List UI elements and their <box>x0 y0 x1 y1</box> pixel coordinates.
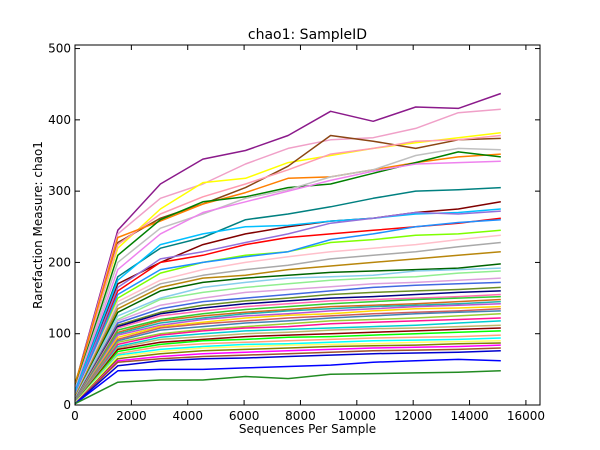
series-line-43 <box>74 340 501 404</box>
y-tick-label-200: 200 <box>48 255 71 269</box>
series-line-20 <box>74 263 501 399</box>
series-line-41 <box>74 334 501 404</box>
series-line-18 <box>74 241 501 397</box>
x-tick-label-16000: 16000 <box>507 409 545 423</box>
x-axis: 0 2000 4000 6000 8000 10000 12000 14000 16000 <box>71 45 545 423</box>
series-line-30 <box>74 300 501 402</box>
series-line-7 <box>74 151 501 388</box>
y-axis-title: Rarefaction Measure: chao1 <box>31 141 45 309</box>
series-line-32 <box>74 305 501 402</box>
series-line-19 <box>74 250 501 397</box>
series-line-11 <box>74 201 501 393</box>
series-line-40 <box>74 330 501 404</box>
series-line-27 <box>74 293 501 401</box>
x-tick-label-4000: 4000 <box>172 409 203 423</box>
x-tick-label-8000: 8000 <box>285 409 316 423</box>
series-line-34 <box>74 310 501 402</box>
series-line-22 <box>74 270 501 399</box>
series-line-26 <box>74 290 501 401</box>
y-tick-label-0: 0 <box>63 398 71 412</box>
y-tick-label-400: 400 <box>48 113 71 127</box>
x-tick-label-2000: 2000 <box>116 409 147 423</box>
y-axis: 0 100 200 300 400 500 <box>48 42 540 412</box>
series-line-23 <box>74 277 501 399</box>
series-line-2 <box>74 108 501 386</box>
y-tick-label-300: 300 <box>48 184 71 198</box>
y-tick-label-500: 500 <box>48 42 71 56</box>
series-layer <box>74 92 502 405</box>
series-line-28 <box>74 295 501 402</box>
series-line-29 <box>74 298 501 402</box>
series-line-46 <box>74 347 501 405</box>
series-line-16 <box>74 218 501 396</box>
series-line-38 <box>74 324 501 403</box>
series-line-36 <box>74 317 501 403</box>
series-line-45 <box>74 344 501 405</box>
x-tick-label-10000: 10000 <box>338 409 376 423</box>
series-line-39 <box>74 327 501 404</box>
series-line-24 <box>74 281 501 400</box>
plot-frame <box>74 44 541 406</box>
series-line-25 <box>74 286 501 400</box>
series-line-14 <box>74 210 501 394</box>
x-tick-label-14000: 14000 <box>450 409 488 423</box>
series-line-6 <box>74 153 501 386</box>
series-line-48 <box>74 358 501 405</box>
series-line-1 <box>74 92 502 384</box>
series-line-44 <box>74 342 501 405</box>
series-line-8 <box>74 147 501 389</box>
series-line-17 <box>74 234 501 397</box>
series-line-47 <box>74 350 501 405</box>
y-tick-label-100: 100 <box>48 327 71 341</box>
chart-title: chao1: SampleID <box>248 27 367 43</box>
x-tick-label-6000: 6000 <box>229 409 260 423</box>
x-tick-label-0: 0 <box>71 409 79 423</box>
series-line-42 <box>74 337 501 404</box>
series-line-33 <box>74 308 501 402</box>
series-line-35 <box>74 313 501 403</box>
series-line-21 <box>74 267 501 399</box>
series-line-10 <box>74 186 501 391</box>
series-line-31 <box>74 303 501 402</box>
series-line-37 <box>74 320 501 403</box>
series-line-49 <box>74 370 501 405</box>
x-axis-title: Sequences Per Sample <box>239 422 376 436</box>
series-line-5 <box>74 134 501 387</box>
series-line-9 <box>74 160 501 390</box>
x-tick-label-12000: 12000 <box>394 409 432 423</box>
